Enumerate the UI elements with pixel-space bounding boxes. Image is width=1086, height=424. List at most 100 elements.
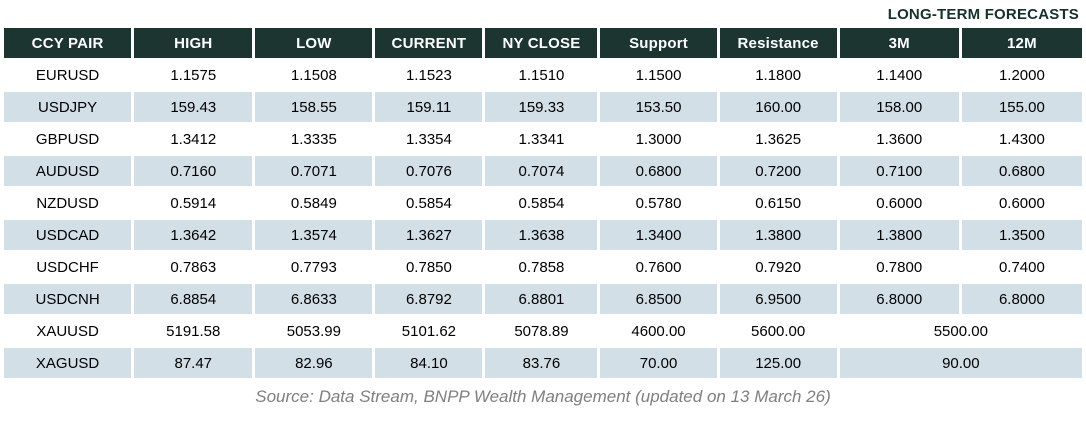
- forecast-12m-cell: 1.4300: [961, 124, 1082, 154]
- table-header-row: CCY PAIR HIGH LOW CURRENT NY CLOSE Suppo…: [4, 28, 1082, 58]
- high-cell: 1.3412: [134, 124, 253, 154]
- current-cell: 159.11: [375, 92, 483, 122]
- current-cell: 5101.62: [375, 316, 483, 346]
- resistance-cell: 6.9500: [719, 284, 837, 314]
- forecast-12m-cell: 0.6800: [961, 156, 1082, 186]
- high-cell: 1.3642: [134, 220, 253, 250]
- current-cell: 1.1523: [375, 60, 483, 90]
- support-cell: 1.3400: [600, 220, 717, 250]
- ccy-pair-cell: USDCAD: [4, 220, 132, 250]
- forecast-12m-cell: 1.2000: [961, 60, 1082, 90]
- forecast-12m-cell: 155.00: [961, 92, 1082, 122]
- resistance-cell: 1.1800: [719, 60, 837, 90]
- low-cell: 1.1508: [255, 60, 373, 90]
- resistance-cell: 0.7920: [719, 252, 837, 282]
- forecast-merged-cell: 5500.00: [839, 316, 1082, 346]
- column-header-12m: 12M: [961, 28, 1082, 58]
- forecast-12m-cell: 1.3500: [961, 220, 1082, 250]
- current-cell: 6.8792: [375, 284, 483, 314]
- ny-close-cell: 6.8801: [485, 284, 598, 314]
- low-cell: 0.5849: [255, 188, 373, 218]
- ccy-pair-cell: AUDUSD: [4, 156, 132, 186]
- current-cell: 1.3627: [375, 220, 483, 250]
- ny-close-cell: 1.3638: [485, 220, 598, 250]
- table-row-usdchf: USDCHF 0.7863 0.7793 0.7850 0.7858 0.760…: [4, 252, 1082, 282]
- high-cell: 0.5914: [134, 188, 253, 218]
- ny-close-cell: 1.1510: [485, 60, 598, 90]
- high-cell: 5191.58: [134, 316, 253, 346]
- resistance-cell: 1.3800: [719, 220, 837, 250]
- table-row-usdcad: USDCAD 1.3642 1.3574 1.3627 1.3638 1.340…: [4, 220, 1082, 250]
- resistance-cell: 0.7200: [719, 156, 837, 186]
- low-cell: 5053.99: [255, 316, 373, 346]
- forecast-3m-cell: 158.00: [839, 92, 959, 122]
- low-cell: 1.3574: [255, 220, 373, 250]
- column-header-current: CURRENT: [375, 28, 483, 58]
- ccy-pair-cell: USDCHF: [4, 252, 132, 282]
- current-cell: 1.3354: [375, 124, 483, 154]
- current-cell: 0.7076: [375, 156, 483, 186]
- support-cell: 0.5780: [600, 188, 717, 218]
- support-cell: 4600.00: [600, 316, 717, 346]
- column-header-ny-close: NY CLOSE: [485, 28, 598, 58]
- high-cell: 0.7160: [134, 156, 253, 186]
- forecast-12m-cell: 0.6000: [961, 188, 1082, 218]
- table-row-audusd: AUDUSD 0.7160 0.7071 0.7076 0.7074 0.680…: [4, 156, 1082, 186]
- ccy-pair-cell: EURUSD: [4, 60, 132, 90]
- forecast-12m-cell: 0.7400: [961, 252, 1082, 282]
- support-cell: 1.1500: [600, 60, 717, 90]
- table-row-gbpusd: GBPUSD 1.3412 1.3335 1.3354 1.3341 1.300…: [4, 124, 1082, 154]
- table-row-usdjpy: USDJPY 159.43 158.55 159.11 159.33 153.5…: [4, 92, 1082, 122]
- current-cell: 0.7850: [375, 252, 483, 282]
- support-cell: 1.3000: [600, 124, 717, 154]
- current-cell: 0.5854: [375, 188, 483, 218]
- table-row-xauusd: XAUUSD 5191.58 5053.99 5101.62 5078.89 4…: [4, 316, 1082, 346]
- table-row-eurusd: EURUSD 1.1575 1.1508 1.1523 1.1510 1.150…: [4, 60, 1082, 90]
- fx-forecast-table: CCY PAIR HIGH LOW CURRENT NY CLOSE Suppo…: [1, 26, 1085, 380]
- high-cell: 0.7863: [134, 252, 253, 282]
- ccy-pair-cell: XAUUSD: [4, 316, 132, 346]
- column-header-high: HIGH: [134, 28, 253, 58]
- resistance-cell: 125.00: [719, 348, 837, 378]
- forecast-3m-cell: 6.8000: [839, 284, 959, 314]
- resistance-cell: 0.6150: [719, 188, 837, 218]
- forecast-merged-cell: 90.00: [839, 348, 1082, 378]
- resistance-cell: 160.00: [719, 92, 837, 122]
- ccy-pair-cell: GBPUSD: [4, 124, 132, 154]
- support-cell: 0.6800: [600, 156, 717, 186]
- high-cell: 159.43: [134, 92, 253, 122]
- forecast-3m-cell: 1.3800: [839, 220, 959, 250]
- current-cell: 84.10: [375, 348, 483, 378]
- column-header-low: LOW: [255, 28, 373, 58]
- forecast-3m-cell: 0.7100: [839, 156, 959, 186]
- low-cell: 6.8633: [255, 284, 373, 314]
- ny-close-cell: 0.7858: [485, 252, 598, 282]
- table-row-nzdusd: NZDUSD 0.5914 0.5849 0.5854 0.5854 0.578…: [4, 188, 1082, 218]
- low-cell: 158.55: [255, 92, 373, 122]
- support-cell: 6.8500: [600, 284, 717, 314]
- ccy-pair-cell: USDJPY: [4, 92, 132, 122]
- table-row-xagusd: XAGUSD 87.47 82.96 84.10 83.76 70.00 125…: [4, 348, 1082, 378]
- low-cell: 0.7071: [255, 156, 373, 186]
- ny-close-cell: 159.33: [485, 92, 598, 122]
- resistance-cell: 1.3625: [719, 124, 837, 154]
- column-header-support: Support: [600, 28, 717, 58]
- column-header-ccy-pair: CCY PAIR: [4, 28, 132, 58]
- long-term-forecasts-label: LONG-TERM FORECASTS: [887, 6, 1079, 23]
- forecast-3m-cell: 0.6000: [839, 188, 959, 218]
- ny-close-cell: 5078.89: [485, 316, 598, 346]
- forecast-3m-cell: 0.7800: [839, 252, 959, 282]
- low-cell: 82.96: [255, 348, 373, 378]
- ccy-pair-cell: NZDUSD: [4, 188, 132, 218]
- ny-close-cell: 0.7074: [485, 156, 598, 186]
- table-row-usdcnh: USDCNH 6.8854 6.8633 6.8792 6.8801 6.850…: [4, 284, 1082, 314]
- ny-close-cell: 0.5854: [485, 188, 598, 218]
- low-cell: 0.7793: [255, 252, 373, 282]
- ny-close-cell: 1.3341: [485, 124, 598, 154]
- ccy-pair-cell: USDCNH: [4, 284, 132, 314]
- high-cell: 6.8854: [134, 284, 253, 314]
- low-cell: 1.3335: [255, 124, 373, 154]
- forecast-3m-cell: 1.3600: [839, 124, 959, 154]
- column-header-3m: 3M: [839, 28, 959, 58]
